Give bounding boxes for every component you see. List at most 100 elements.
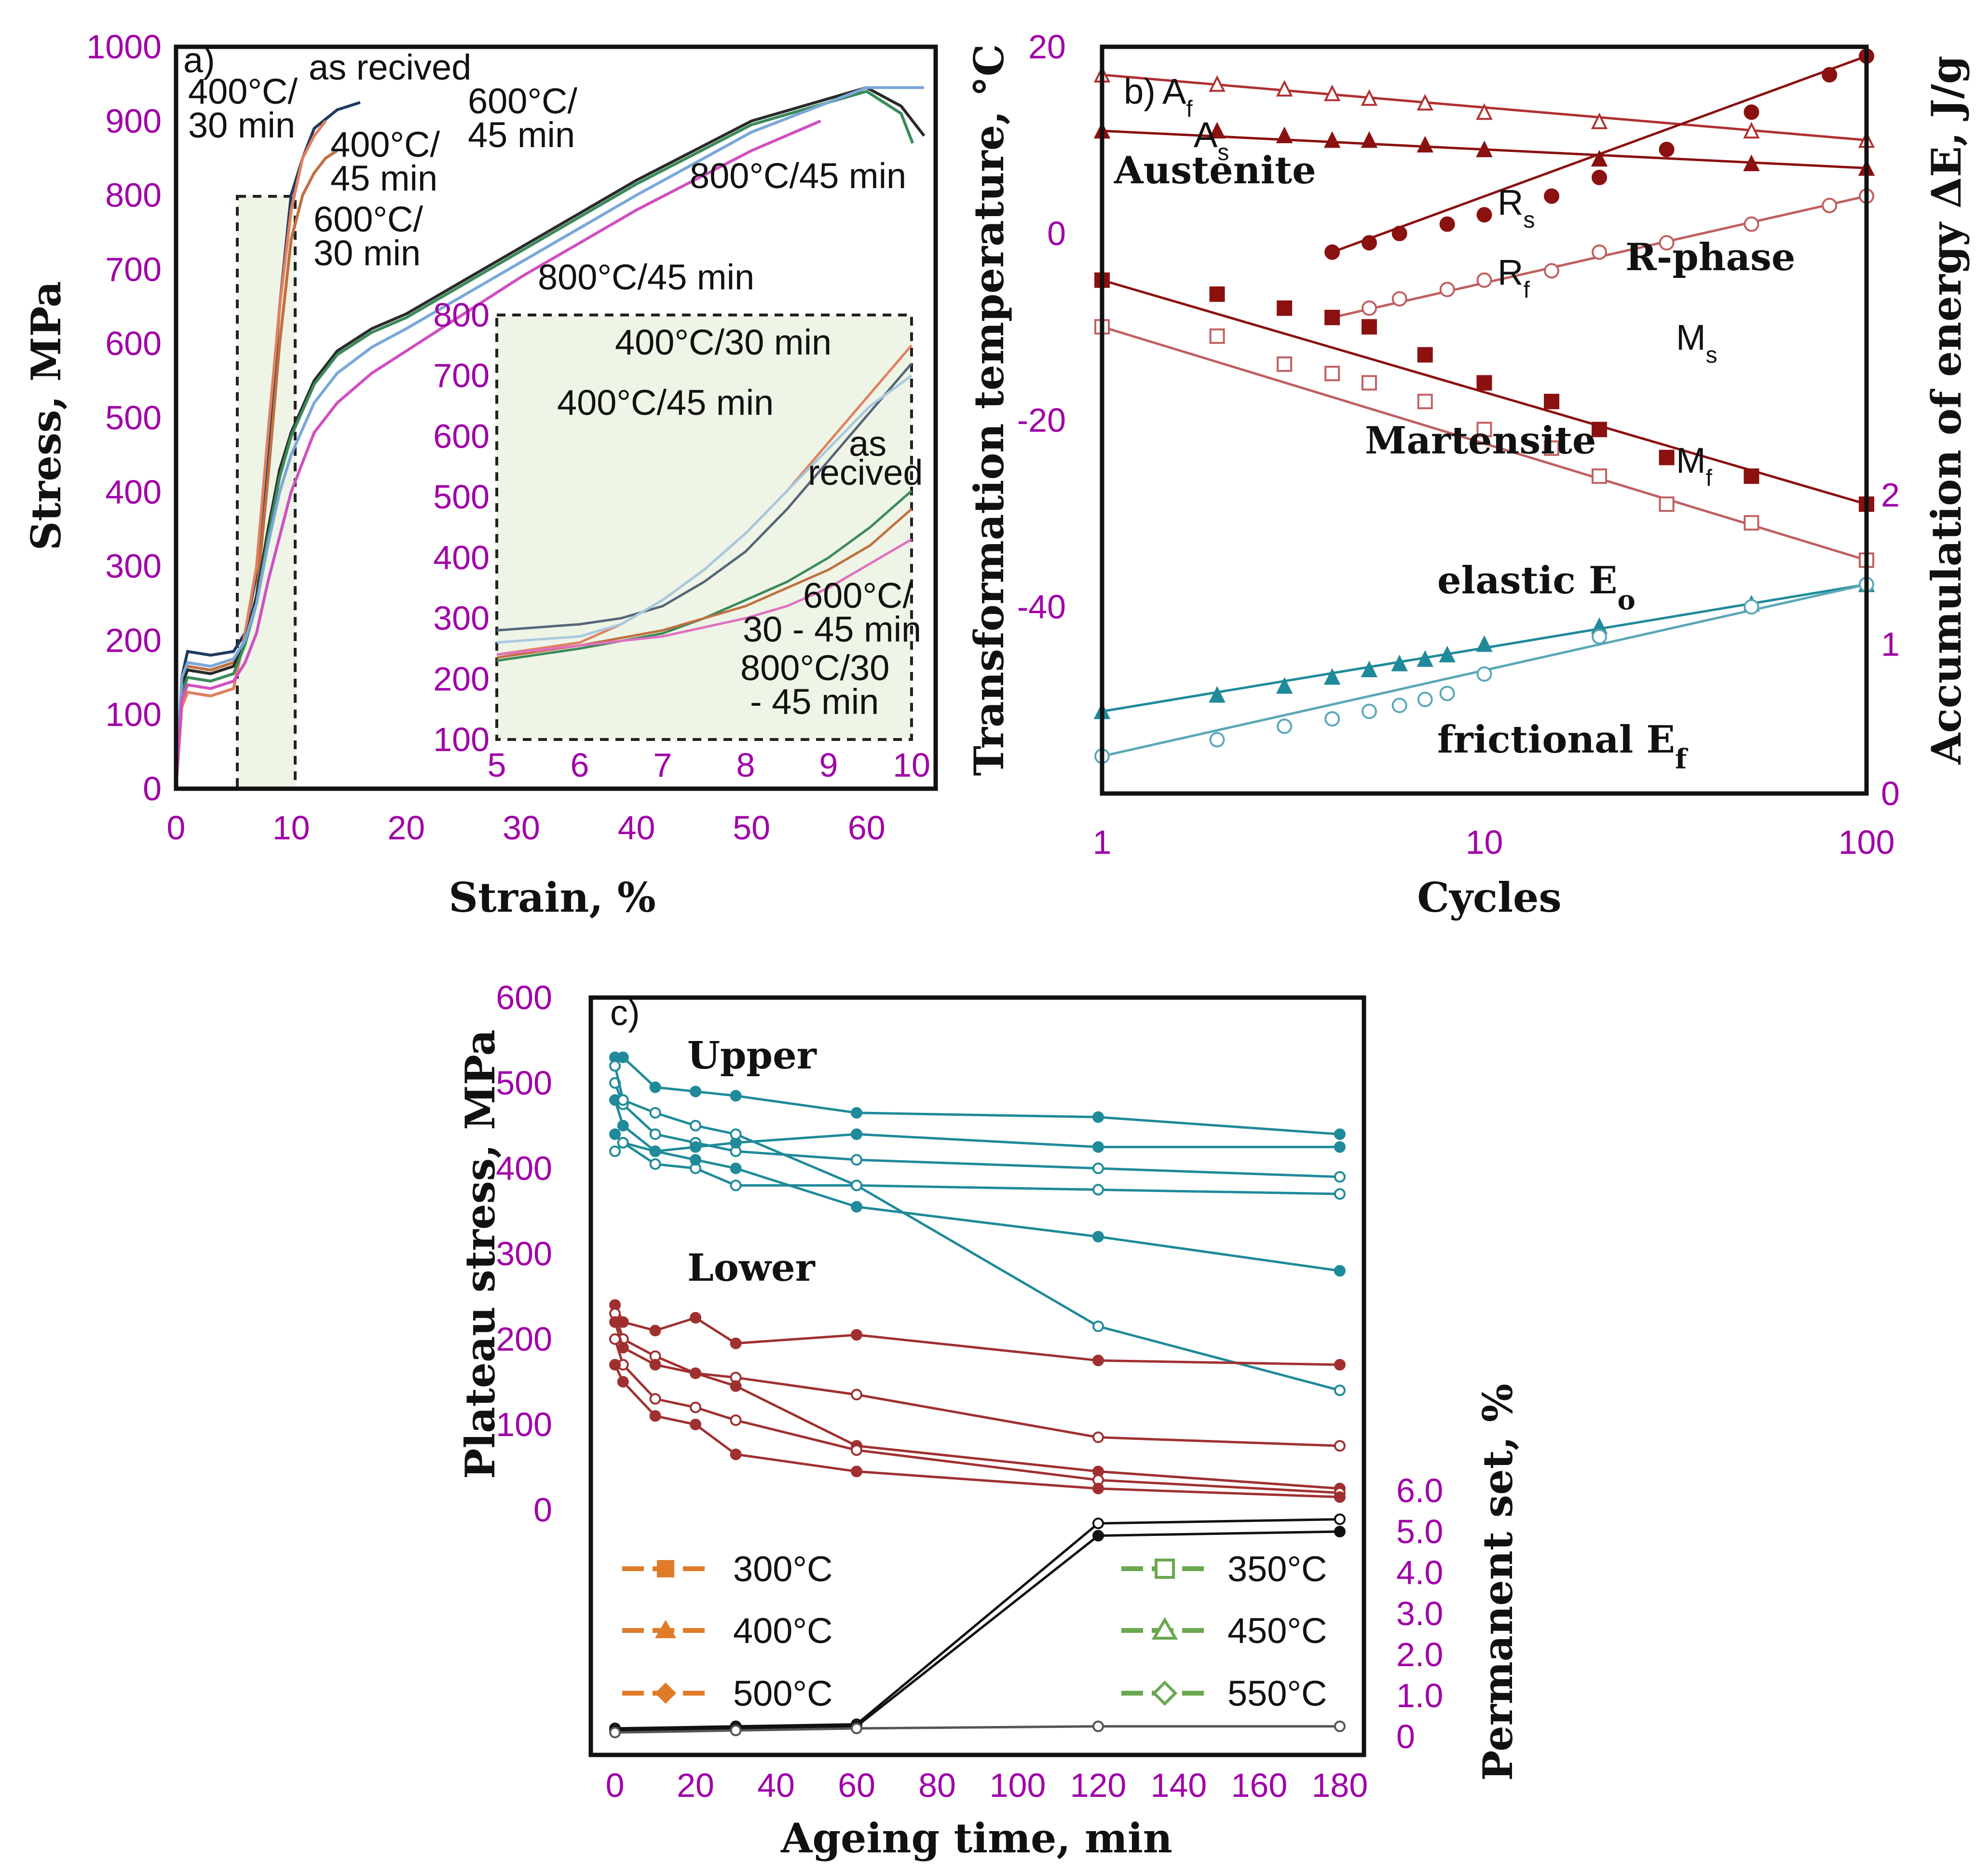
label-Af: Af [1162,71,1193,122]
data-point-b-5 [1324,366,1340,382]
y-tick-label-a: 1000 [86,28,162,66]
data-point-c-5 [617,1094,629,1106]
data-point-c-2 [1092,1141,1104,1153]
data-point-c-10 [617,1376,629,1388]
data-point-c-10 [1092,1482,1104,1494]
data-point-b-5 [1361,375,1377,391]
data-point-b-6 [1361,660,1378,678]
data-point-b-0 [1591,112,1608,129]
y-tick-label-a: 100 [105,696,162,733]
data-point-c-5 [609,1060,621,1072]
legend-label-350: 350°C [1227,1549,1327,1589]
data-point-c-11 [1334,1513,1346,1525]
data-point-b-5 [1277,356,1293,372]
data-point-c-5 [690,1120,702,1132]
data-point-b-4 [1209,286,1225,302]
data-point-c-1 [649,1128,661,1140]
inset-series-line-4 [496,508,913,659]
legend-label-550: 550°C [1227,1673,1327,1713]
diamond-marker-icon [655,1683,676,1704]
y-tick-label-b: -20 [1017,401,1066,439]
y-tick-label-a: 600 [105,325,162,362]
data-point-b-1 [1209,122,1226,139]
data-point-c-10 [730,1448,742,1460]
inset-y-tick-label: 500 [433,478,490,516]
data-point-b-4 [1277,300,1293,316]
data-point-c-6 [1092,1355,1104,1367]
data-point-b-6 [1391,655,1408,671]
data-point-b-1 [1591,150,1608,167]
axis-label-a-y: Stress, MPa [22,281,70,551]
inset-series-line-1 [496,362,913,632]
data-point-b-2 [1324,244,1340,260]
data-point-b-3 [1391,291,1407,307]
y-tick-label-c: 400 [496,1150,552,1187]
label-400-45-line1: 400°C/ [330,124,440,164]
label-400-30-line1: 400°C/ [188,71,298,111]
series-line-a-4 [175,90,914,789]
series-line-c-0 [615,1056,1340,1136]
series-line-c-7 [613,1313,1340,1447]
data-point-c-4 [1334,1265,1346,1277]
label-Rs: Rs [1498,182,1535,233]
legend-item-500: 500°C [622,1673,833,1713]
data-point-c-6 [1334,1359,1346,1371]
y2-tick-label-c: 4.0 [1396,1554,1443,1591]
series-line-c-8 [613,1321,1340,1490]
inset-label-600-line2: 30 - 45 min [743,609,921,649]
legend: 300°C 400°C 500°C 350°C 450°C [622,1549,1327,1713]
data-point-b-7 [1744,599,1759,615]
data-point-b-1 [1323,131,1341,148]
label-r-phase: R-phase [1625,235,1796,279]
y2-tick-label-c: 3.0 [1396,1595,1443,1632]
data-point-b-7 [1417,691,1433,707]
series-line-a-5 [175,86,925,789]
y-tick-label-c: 100 [496,1406,552,1443]
y-tick-label-a: 200 [105,621,162,659]
inset-y-tick-label: 300 [433,600,490,637]
axis-label-c-x: Ageing time, min [780,1814,1172,1862]
inset-label-600-line1: 600°C/ [803,575,913,616]
y-tick-label-b: 20 [1028,28,1066,66]
inset-y-tick-label: 600 [433,417,490,455]
data-point-c-6 [851,1329,863,1341]
label-800-45-mid: 800°C/45 min [538,257,754,297]
triangle-marker-icon [655,1620,676,1638]
series-line-a-2 [175,149,338,789]
data-point-c-4 [1092,1231,1104,1243]
data-point-b-1 [1276,126,1293,143]
data-point-b-3 [1439,282,1455,298]
data-point-c-12 [1092,1530,1104,1542]
data-point-c-10 [690,1419,702,1430]
x-tick-label-a: 50 [733,809,770,847]
data-point-c-7 [1092,1431,1104,1443]
label-frictional-energy: frictional Ef [1437,718,1689,775]
panel-a-label: a) [183,40,215,80]
data-point-c-2 [690,1141,702,1153]
x-tick-label-a: 60 [848,809,886,847]
axis-label-a-x: Strain, % [449,874,655,921]
inset-label-as-line2: recived [808,452,923,493]
series-line-a-6 [175,120,821,789]
y2-tick-label-c: 0 [1396,1718,1415,1755]
x-tick-label-b: 1 [1093,823,1112,861]
y2-tick-label-c: 2.0 [1396,1636,1443,1673]
label-martensite: Martensite [1365,419,1596,463]
x-tick-label-c: 80 [918,1766,956,1804]
data-point-c-6 [690,1312,702,1324]
label-upper: Upper [687,1034,817,1078]
data-point-c-10 [1334,1491,1346,1503]
data-point-c-2 [1334,1141,1346,1153]
axis-label-b-y: Transformation temperature, °C [965,44,1013,776]
data-point-b-2 [1822,67,1838,83]
data-point-b-4 [1324,310,1340,326]
data-point-b-5 [1544,440,1560,456]
data-point-b-6 [1439,645,1456,663]
x-tick-label-c: 180 [1312,1766,1368,1804]
inset-label-800-line2: - 45 min [750,682,879,722]
data-point-c-2 [851,1128,863,1140]
data-point-b-0 [1417,94,1433,111]
data-point-b-3 [1592,244,1608,260]
data-point-c-10 [649,1410,661,1422]
y-tick-label-c: 0 [533,1491,552,1529]
